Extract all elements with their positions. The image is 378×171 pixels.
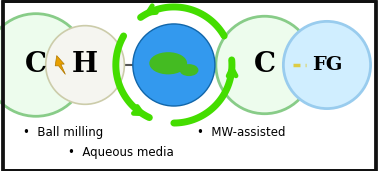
Circle shape <box>216 16 313 114</box>
Text: C: C <box>25 51 47 78</box>
Text: •  MW-assisted: • MW-assisted <box>197 126 285 139</box>
Text: FG: FG <box>312 56 342 74</box>
Circle shape <box>133 24 215 106</box>
Circle shape <box>0 14 87 116</box>
Text: •  Aqueous media: • Aqueous media <box>68 146 174 159</box>
Ellipse shape <box>180 64 198 76</box>
Text: •  Ball milling: • Ball milling <box>23 126 103 139</box>
Ellipse shape <box>149 52 187 74</box>
Text: C: C <box>254 51 276 78</box>
Circle shape <box>284 21 370 109</box>
Text: H: H <box>72 51 98 78</box>
Polygon shape <box>55 56 65 74</box>
Circle shape <box>46 26 124 104</box>
